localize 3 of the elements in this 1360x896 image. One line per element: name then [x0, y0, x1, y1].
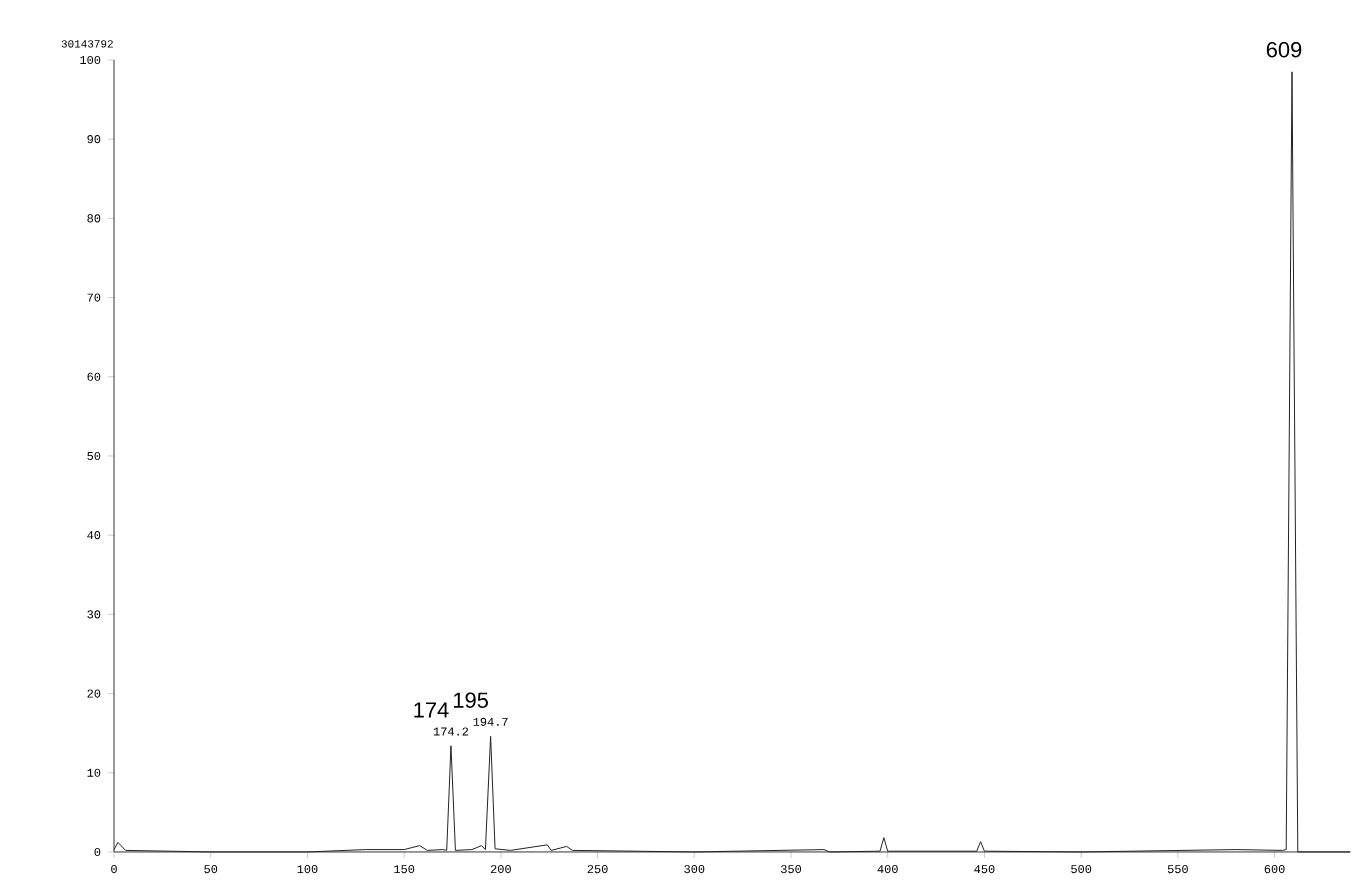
annotation: 609 — [1266, 41, 1302, 58]
annotation: 174 — [414, 702, 449, 718]
annotation: 195 — [454, 692, 488, 708]
